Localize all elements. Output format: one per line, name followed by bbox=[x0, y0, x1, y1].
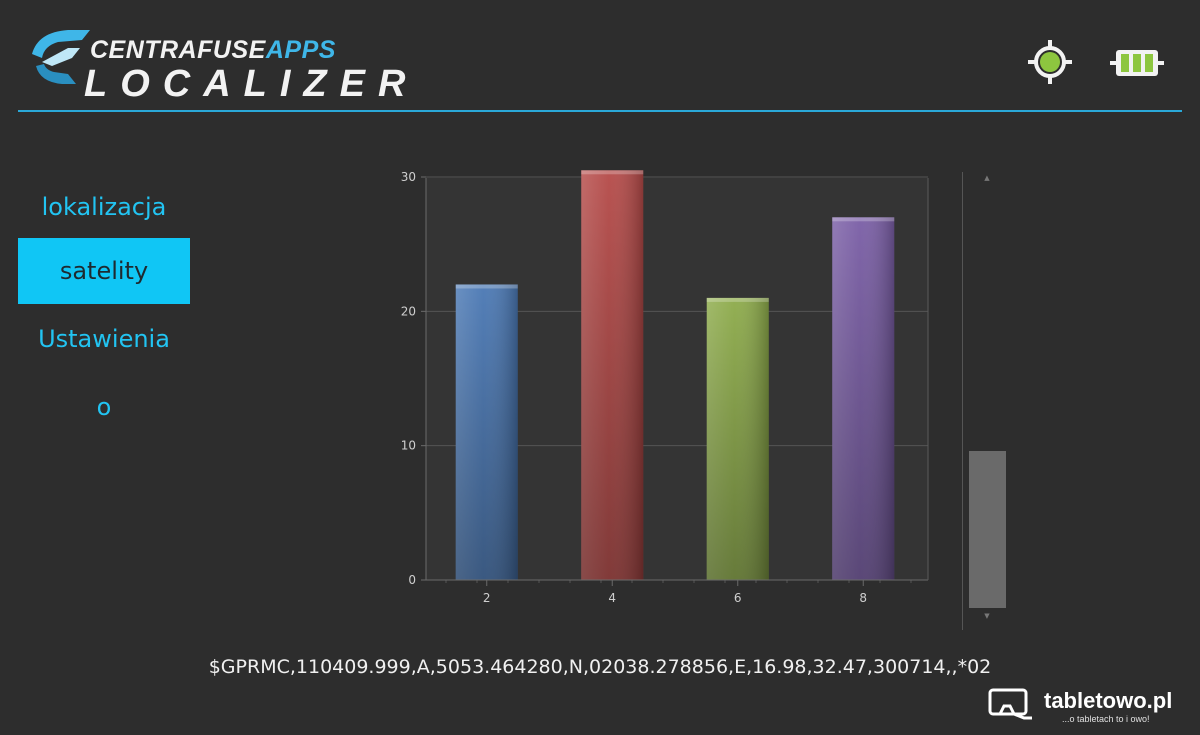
logo-brand-accent: APPS bbox=[265, 36, 336, 64]
bar-shade bbox=[832, 217, 895, 581]
x-tick-label: 2 bbox=[483, 591, 491, 605]
watermark-tagline: ...o tabletach to i owo! bbox=[1062, 714, 1150, 724]
nmea-sentence: $GPRMC,110409.999,A,5053.464280,N,02038.… bbox=[208, 656, 992, 678]
bar-4 bbox=[581, 170, 644, 580]
scrollbar-track bbox=[962, 172, 963, 630]
scrollbar-thumb[interactable] bbox=[969, 451, 1006, 608]
sidebar-item-o[interactable]: o bbox=[96, 393, 112, 421]
x-tick-label: 8 bbox=[859, 591, 867, 605]
bar-shade bbox=[581, 170, 644, 580]
watermark-name: tabletowo.pl bbox=[1044, 688, 1173, 713]
sidebar-item-satelity[interactable]: satelity bbox=[18, 238, 190, 304]
y-tick-label: 10 bbox=[401, 439, 416, 453]
bar-6 bbox=[706, 297, 769, 580]
y-tick-label: 20 bbox=[401, 304, 416, 318]
logo-brand-text: CENTRAFUSEAPPS bbox=[90, 36, 336, 65]
y-tick-label: 0 bbox=[408, 573, 416, 587]
app-logo: CENTRAFUSEAPPS LOCALIZER bbox=[28, 18, 408, 106]
sidebar-item-ustawienia[interactable]: Ustawienia bbox=[38, 325, 170, 353]
x-tick-label: 4 bbox=[608, 591, 616, 605]
logo-app-name: LOCALIZER bbox=[84, 63, 419, 105]
bars bbox=[455, 170, 895, 581]
sidebar-item-lokalizacja[interactable]: lokalizacja bbox=[41, 193, 167, 221]
bar-8 bbox=[832, 217, 895, 581]
x-tick-label: 6 bbox=[734, 591, 742, 605]
bar-2 bbox=[455, 284, 518, 580]
bar-cap bbox=[455, 284, 518, 289]
bar-cap bbox=[832, 217, 895, 222]
scroll-up-arrow-icon[interactable]: ▲ bbox=[984, 174, 990, 182]
battery-icon[interactable] bbox=[1110, 48, 1164, 82]
header-divider bbox=[18, 110, 1182, 112]
logo-brand-main: CENTRAFUSE bbox=[90, 36, 266, 64]
bar-cap bbox=[581, 170, 644, 175]
y-tick-label: 30 bbox=[401, 170, 416, 184]
bar-shade bbox=[455, 284, 518, 580]
satellite-signal-chart: 0 10 20 30 2 4 6 8 bbox=[401, 170, 929, 605]
x-tick-labels: 2 4 6 8 bbox=[483, 580, 867, 605]
gps-target-icon[interactable] bbox=[1028, 40, 1072, 88]
centrafuse-emblem-icon bbox=[32, 30, 90, 84]
scroll-down-arrow-icon[interactable]: ▼ bbox=[984, 612, 990, 620]
watermark: tabletowo.pl ...o tabletach to i owo! bbox=[988, 686, 1173, 726]
tablet-logo-icon bbox=[988, 688, 1032, 720]
chart-scrollbar[interactable]: ▲ ▼ bbox=[962, 172, 1012, 632]
y-tick-labels: 0 10 20 30 bbox=[401, 170, 416, 587]
bar-shade bbox=[706, 297, 769, 580]
bar-cap bbox=[706, 297, 769, 302]
